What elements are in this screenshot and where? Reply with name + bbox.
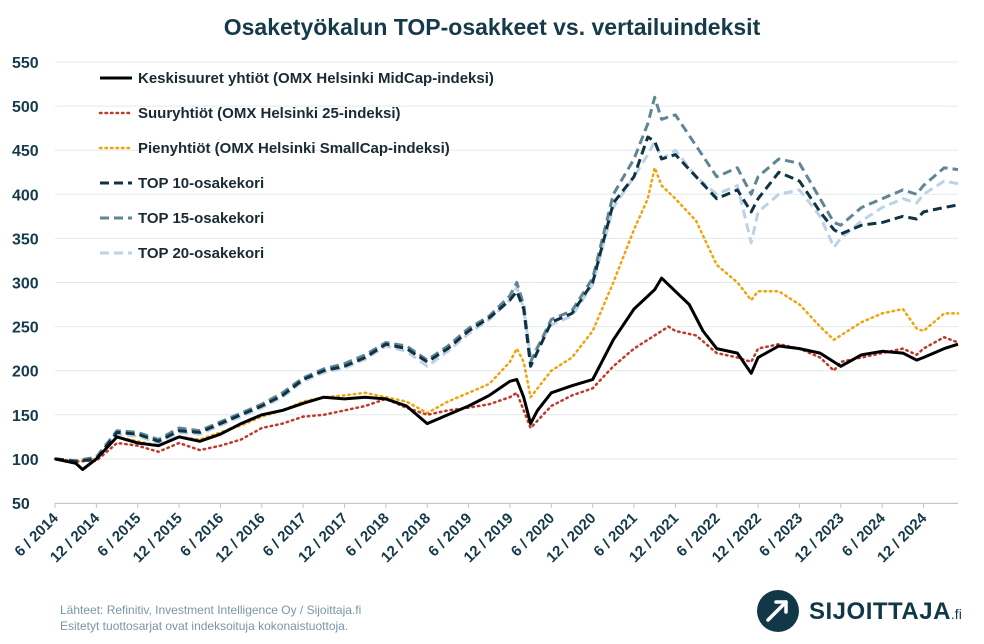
logo-suffix: .fi <box>950 606 962 622</box>
line-chart: 50 100 150 200 250 300 350 400 450 500 550 6 / 201… <box>11 55 960 566</box>
y-tick-label: 150 <box>12 408 39 425</box>
logo-text: SIJOITTAJA.fi <box>809 598 962 626</box>
source-note: Lähteet: Refinitiv, Investment Intellige… <box>60 603 362 617</box>
series-line-3 <box>53 166 960 463</box>
y-tick-label: 50 <box>12 496 30 513</box>
legend-label: TOP 10-osakekori <box>138 175 264 192</box>
series-line-1 <box>54 276 959 471</box>
legend-label: Keskisuuret yhtiöt (OMX Helsinki MidCap-… <box>138 70 494 87</box>
legend: Keskisuuret yhtiöt (OMX Helsinki MidCap-… <box>98 70 494 262</box>
y-tick-label: 100 <box>12 452 39 469</box>
legend-label: TOP 15-osakekori <box>138 210 264 227</box>
y-tick-label: 400 <box>12 187 39 204</box>
y-tick-label: 250 <box>12 320 39 337</box>
y-tick-label: 500 <box>12 99 39 116</box>
y-tick-label: 300 <box>12 276 39 293</box>
chart-title: Osaketyökalun TOP-osakkeet vs. vertailui… <box>223 14 761 40</box>
y-tick-label: 350 <box>12 231 39 248</box>
legend-label: TOP 20-osakekori <box>138 245 264 262</box>
y-axis-ticks: 50 100 150 200 250 300 350 400 450 500 550 <box>12 55 39 513</box>
series-line-4 <box>54 135 959 463</box>
series-lines <box>53 95 960 471</box>
logo-word: SIJOITTAJA <box>809 598 951 625</box>
legend-label: Suuryhtiöt (OMX Helsinki 25-indeksi) <box>138 105 401 122</box>
y-tick-label: 450 <box>12 143 39 160</box>
gridlines <box>55 61 958 504</box>
growth-arrow-icon <box>757 590 799 632</box>
series-line-5 <box>54 95 959 463</box>
sijoittaja-logo: SIJOITTAJA.fi <box>757 590 967 634</box>
y-tick-label: 200 <box>12 364 39 381</box>
legend-label: Pienyhtiöt (OMX Helsinki SmallCap-indeks… <box>138 140 450 157</box>
y-tick-label: 550 <box>12 55 39 72</box>
method-note: Esitetyt tuottosarjat ovat indeksoituja … <box>60 619 349 633</box>
series-line-2 <box>53 325 960 463</box>
